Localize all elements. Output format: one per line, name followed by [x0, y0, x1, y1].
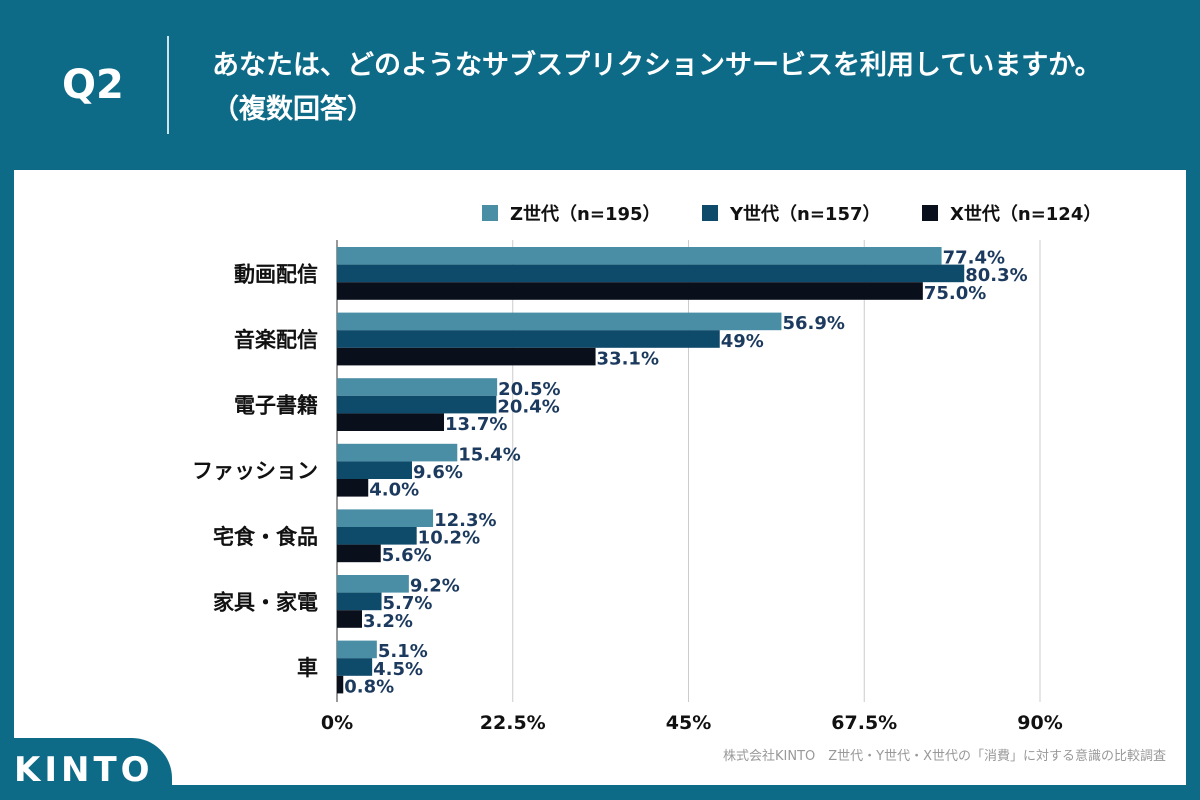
- data-label: 0.8%: [344, 676, 394, 697]
- bar: [337, 592, 382, 611]
- data-label: 56.9%: [782, 313, 844, 334]
- bar: [337, 282, 923, 300]
- category-label: 動画配信: [234, 262, 318, 286]
- data-label: 75.0%: [924, 283, 986, 304]
- logo-text: KINTO: [14, 750, 154, 790]
- x-tick-label: 0%: [321, 712, 353, 734]
- category-label: 音楽配信: [234, 328, 318, 352]
- legend-label: X世代（n=124）: [950, 204, 1101, 225]
- bar: [337, 544, 381, 563]
- data-label: 20.5%: [498, 379, 560, 400]
- bar: [337, 640, 377, 659]
- data-label: 5.7%: [383, 593, 433, 614]
- bar: [337, 378, 498, 396]
- category-label: 車: [297, 656, 318, 680]
- x-tick-label: 22.5%: [480, 712, 546, 734]
- data-label: 20.4%: [497, 396, 559, 417]
- bar: [337, 312, 782, 331]
- bar: [337, 575, 409, 593]
- data-label: 13.7%: [445, 414, 507, 435]
- category-label: 家具・家電: [213, 590, 318, 614]
- data-label: 15.4%: [458, 444, 520, 465]
- bar: [337, 413, 445, 431]
- data-label: 9.2%: [410, 576, 460, 597]
- category-label: 電子書籍: [234, 394, 318, 418]
- bar: [337, 347, 596, 366]
- header-divider: [167, 36, 169, 134]
- bar: [337, 330, 720, 348]
- legend-swatch: [922, 205, 938, 221]
- data-label: 77.4%: [943, 248, 1005, 269]
- data-label: 4.5%: [373, 659, 423, 680]
- bar: [337, 675, 344, 694]
- data-label: 10.2%: [418, 528, 480, 549]
- x-tick-label: 90%: [1017, 712, 1062, 734]
- data-label: 9.6%: [413, 462, 463, 483]
- category-label: ファッション: [192, 459, 318, 483]
- bar: [337, 658, 373, 676]
- bar: [337, 527, 417, 545]
- source-note: 株式会社KINTO Z世代・Y世代・X世代の「消費」に対する意識の比較調査: [722, 749, 1166, 764]
- x-tick-label: 67.5%: [831, 712, 897, 734]
- legend-swatch: [702, 205, 718, 221]
- data-label: 3.2%: [363, 611, 413, 632]
- legend-label: Y世代（n=157）: [729, 204, 881, 225]
- question-number: Q2: [62, 62, 124, 108]
- bar: [337, 610, 362, 628]
- x-tick-label: 45%: [666, 712, 711, 734]
- data-label: 4.0%: [369, 480, 419, 501]
- bar: [337, 479, 369, 497]
- data-label: 49%: [721, 331, 764, 352]
- kinto-logo: KINTO: [0, 738, 172, 800]
- legend-swatch: [482, 205, 498, 221]
- question-title: あなたは、どのようなサブスプリクションサービスを利用していますか。（複数回答）: [212, 50, 1102, 125]
- data-label: 5.1%: [378, 641, 428, 662]
- bar: [337, 509, 434, 527]
- data-label: 80.3%: [965, 265, 1027, 286]
- bar: [337, 247, 942, 265]
- bar: [337, 264, 965, 283]
- data-label: 12.3%: [434, 510, 496, 531]
- bar: [337, 443, 458, 462]
- category-label: 宅食・食品: [213, 525, 318, 549]
- bar: [337, 461, 412, 479]
- data-label: 33.1%: [597, 348, 659, 369]
- bar: [337, 395, 497, 414]
- data-label: 5.6%: [382, 545, 432, 566]
- legend-label: Z世代（n=195）: [510, 204, 661, 225]
